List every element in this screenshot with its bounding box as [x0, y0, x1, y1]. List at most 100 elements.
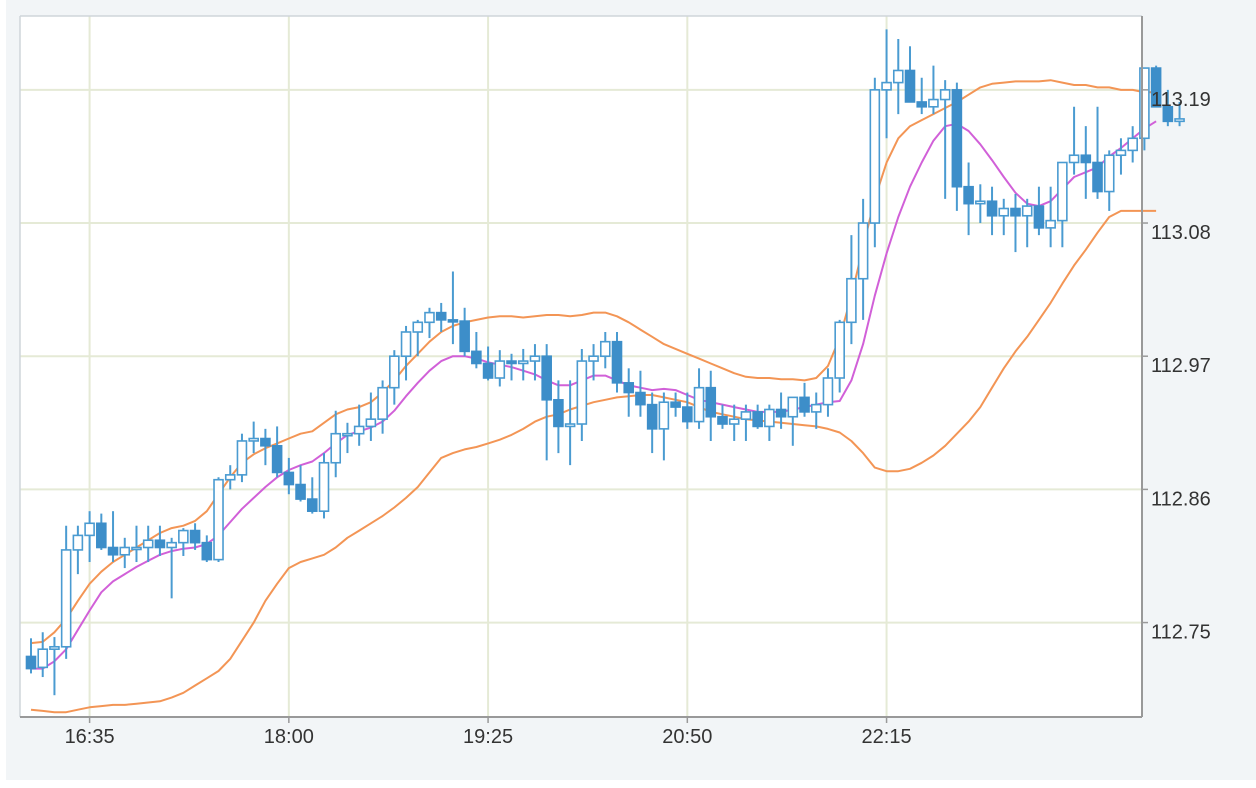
candle: [400, 325, 412, 381]
x-tick-label: 22:15: [862, 726, 912, 748]
candle-body-down: [435, 311, 447, 321]
candle: [998, 198, 1010, 236]
candle-body-up: [693, 386, 705, 423]
candle-body-down: [1080, 154, 1092, 164]
candle-body-up: [928, 98, 939, 108]
candle-body-up: [131, 546, 142, 551]
candle: [424, 307, 435, 339]
candle: [1021, 198, 1033, 248]
candle-body-down: [482, 362, 494, 379]
candle: [459, 307, 470, 357]
candle-body-down: [670, 401, 681, 408]
candle-body-up: [881, 81, 892, 91]
candle-body-down: [447, 319, 459, 323]
y-tick-label: 113.19: [1151, 89, 1211, 111]
candle-body-down: [646, 403, 658, 430]
candle: [201, 535, 213, 563]
candle: [752, 404, 763, 429]
candle: [1045, 186, 1056, 248]
candle-body-up: [412, 321, 424, 333]
candle-body-down: [717, 415, 728, 425]
candle-body-up: [353, 425, 365, 435]
candle-body-down: [295, 483, 306, 500]
candle: [693, 368, 705, 429]
candle-body-up: [740, 411, 752, 420]
candle: [705, 370, 717, 441]
candle: [810, 392, 822, 429]
candle: [951, 82, 963, 211]
candles: [25, 29, 1185, 696]
candle-body-up: [564, 423, 576, 428]
candle: [189, 523, 201, 550]
candle-body-down: [904, 69, 916, 103]
candle-body-up: [142, 539, 154, 549]
candle: [25, 638, 37, 674]
candle: [1162, 89, 1174, 127]
candle: [682, 392, 693, 429]
candle-body-down: [635, 391, 646, 406]
candle-body-up: [939, 89, 951, 101]
candle-body-down: [96, 522, 107, 549]
candle-body-up: [517, 360, 529, 365]
candle-body-up: [1068, 154, 1080, 164]
candle: [154, 525, 166, 556]
candle: [1033, 186, 1045, 236]
candle: [72, 525, 84, 575]
lower-band-line: [30, 209, 1157, 714]
candle-body-down: [1150, 67, 1162, 108]
candle: [96, 513, 107, 550]
candle-body-down: [271, 445, 283, 474]
candle: [131, 525, 142, 563]
candle: [494, 350, 506, 387]
candle-body-up: [330, 432, 342, 464]
candle-body-down: [107, 546, 119, 556]
candle: [1057, 161, 1068, 248]
candle: [283, 457, 295, 495]
candle: [377, 380, 388, 434]
candle-body-up: [166, 541, 177, 549]
candle-body-up: [1057, 161, 1068, 222]
candlestick-chart: 113.19 113.08 112.97 112.86 112.75 16:35 18:0…: [19, 15, 1211, 748]
candle: [1150, 65, 1162, 108]
candle-body-down: [611, 340, 623, 384]
candle: [166, 537, 177, 599]
candle: [107, 511, 119, 563]
candle-body-down: [541, 355, 552, 401]
candle: [611, 331, 623, 393]
candle-body-up: [318, 461, 330, 512]
candle: [260, 428, 271, 466]
candle: [869, 77, 881, 248]
candle-body-up: [576, 360, 588, 425]
candle: [963, 162, 974, 236]
candle-body-down: [260, 437, 271, 447]
candle-body-up: [1127, 137, 1138, 152]
candle-body-up: [400, 331, 412, 358]
candle-body-up: [599, 340, 611, 358]
y-tick-label: 113.08: [1151, 222, 1211, 244]
x-tick-labels: 16:35 18:00 19:25 20:50 22:15: [65, 717, 912, 748]
candle-body-down: [1033, 205, 1045, 229]
candle: [576, 348, 588, 441]
candle: [904, 46, 916, 103]
candle-body-up: [869, 89, 881, 224]
candle: [764, 404, 775, 441]
candle-body-up: [37, 648, 49, 669]
candle-body-down: [283, 471, 295, 486]
candle-body-up: [764, 408, 775, 428]
candle: [248, 421, 259, 454]
candle-body-down: [201, 541, 213, 561]
candle: [1174, 101, 1185, 127]
candle-body-up: [728, 418, 740, 425]
candle: [178, 528, 189, 556]
candle: [975, 184, 986, 224]
candle-body-up: [975, 200, 986, 205]
x-tick-label: 16:35: [65, 726, 115, 748]
candle: [588, 344, 599, 381]
candle: [553, 380, 564, 454]
candle-body-up: [424, 311, 435, 324]
candle-body-up: [72, 534, 84, 551]
candle: [928, 65, 939, 115]
candle-body-up: [834, 321, 845, 379]
candle: [318, 453, 330, 519]
x-tick-label: 20:50: [662, 726, 712, 748]
